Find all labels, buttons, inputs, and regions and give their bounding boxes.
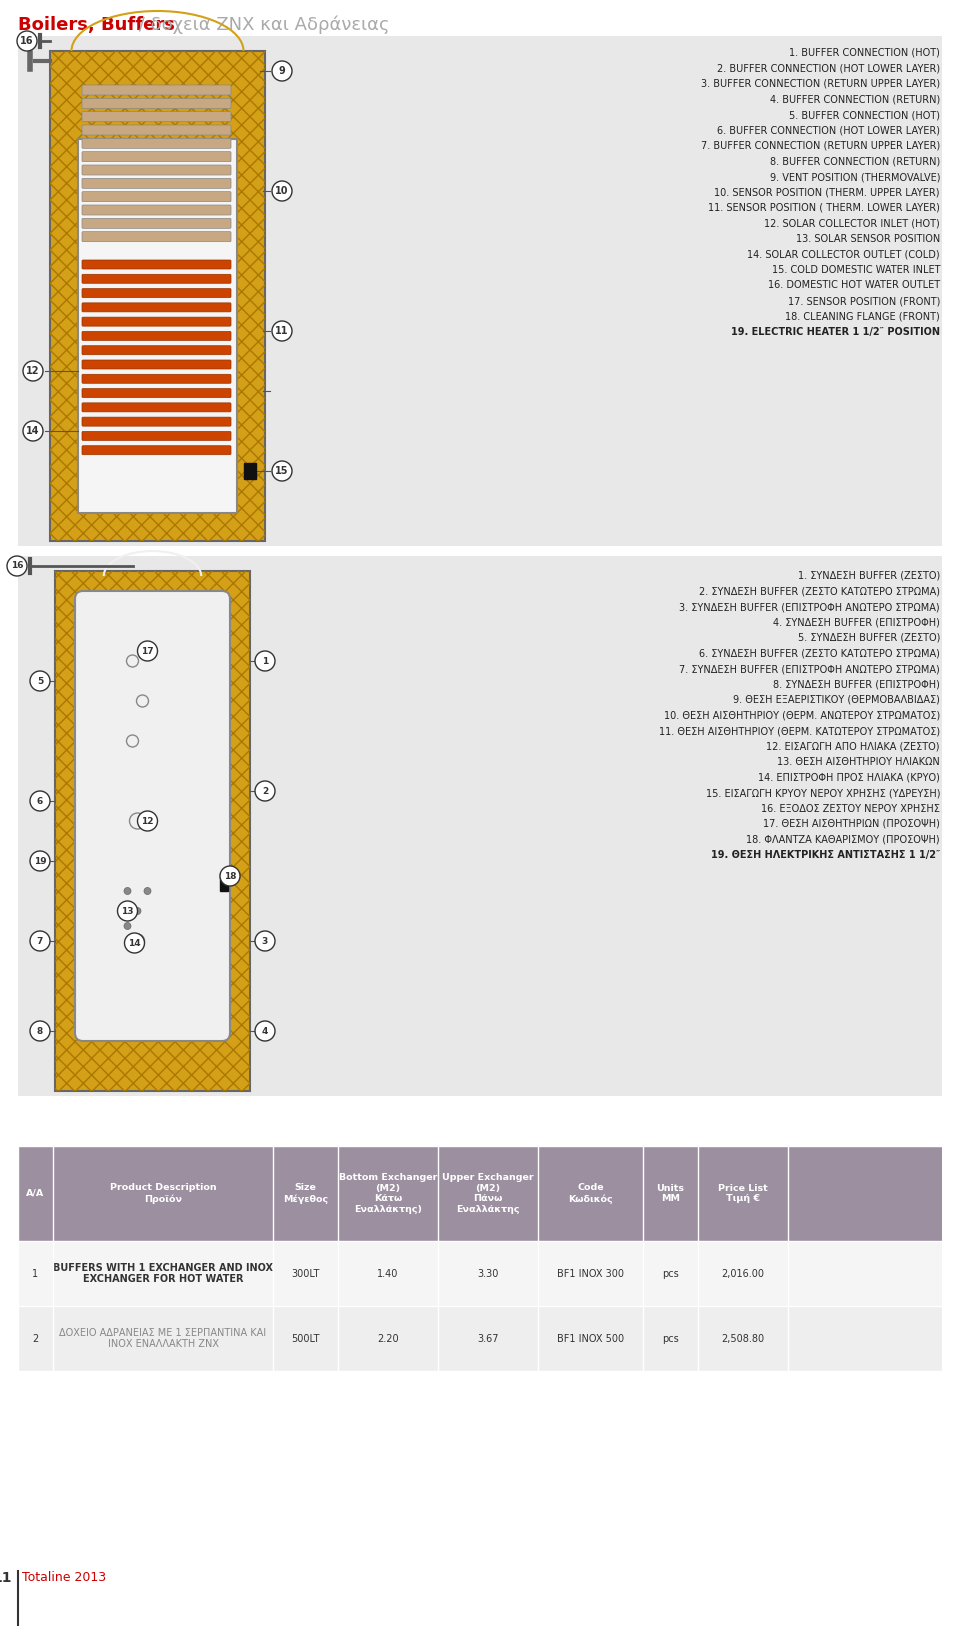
Text: 4. BUFFER CONNECTION (RETURN): 4. BUFFER CONNECTION (RETURN) (770, 94, 940, 104)
FancyBboxPatch shape (82, 403, 231, 411)
FancyBboxPatch shape (82, 389, 231, 398)
Text: 3.30: 3.30 (477, 1268, 498, 1278)
Text: A/A: A/A (26, 1189, 44, 1198)
Text: 12. SOLAR COLLECTOR INLET (HOT): 12. SOLAR COLLECTOR INLET (HOT) (764, 218, 940, 229)
Text: 6. BUFFER CONNECTION (HOT LOWER LAYER): 6. BUFFER CONNECTION (HOT LOWER LAYER) (717, 125, 940, 135)
Text: 6: 6 (36, 797, 43, 805)
FancyBboxPatch shape (82, 151, 231, 161)
Text: 7. BUFFER CONNECTION (RETURN UPPER LAYER): 7. BUFFER CONNECTION (RETURN UPPER LAYER… (701, 141, 940, 151)
Text: 4: 4 (262, 1026, 268, 1036)
Text: 16: 16 (11, 561, 23, 571)
FancyBboxPatch shape (82, 332, 231, 340)
FancyBboxPatch shape (82, 125, 231, 135)
FancyBboxPatch shape (82, 346, 231, 354)
Text: 3: 3 (262, 937, 268, 945)
Text: 3.67: 3.67 (477, 1333, 499, 1343)
Circle shape (255, 1021, 275, 1041)
Text: 16. ΕΞΟΔΟΣ ΖΕΣΤΟΥ ΝΕΡΟΥ ΧΡΗΣΗΣ: 16. ΕΞΟΔΟΣ ΖΕΣΤΟΥ ΝΕΡΟΥ ΧΡΗΣΗΣ (761, 803, 940, 813)
FancyBboxPatch shape (82, 317, 231, 327)
FancyBboxPatch shape (82, 302, 231, 312)
Circle shape (272, 180, 292, 202)
Circle shape (255, 932, 275, 951)
Text: 15. COLD DOMESTIC WATER INLET: 15. COLD DOMESTIC WATER INLET (772, 265, 940, 275)
Text: BF1 INOX 500: BF1 INOX 500 (557, 1333, 624, 1343)
FancyBboxPatch shape (82, 374, 231, 384)
FancyBboxPatch shape (82, 112, 231, 122)
FancyBboxPatch shape (78, 138, 237, 512)
Text: 1. BUFFER CONNECTION (HOT): 1. BUFFER CONNECTION (HOT) (789, 49, 940, 59)
Text: 19. ΘΕΣΗ ΗΛΕΚΤΡΙΚΗΣ ΑΝΤΙΣΤΑΣΗΣ 1 1/2″: 19. ΘΕΣΗ ΗΛΕΚΤΡΙΚΗΣ ΑΝΤΙΣΤΑΣΗΣ 1 1/2″ (710, 850, 940, 860)
Text: 2: 2 (33, 1333, 38, 1343)
Text: 13: 13 (121, 907, 133, 915)
Text: BUFFERS WITH 1 EXCHANGER AND INOX
EXCHANGER FOR HOT WATER: BUFFERS WITH 1 EXCHANGER AND INOX EXCHAN… (53, 1263, 273, 1285)
Text: 500LT: 500LT (291, 1333, 320, 1343)
FancyBboxPatch shape (82, 260, 231, 268)
FancyBboxPatch shape (82, 359, 231, 369)
FancyBboxPatch shape (55, 571, 250, 1091)
Circle shape (125, 933, 145, 953)
Circle shape (255, 780, 275, 802)
Text: 1. ΣΥΝΔΕΣΗ BUFFER (ΖΕΣΤΟ): 1. ΣΥΝΔΕΣΗ BUFFER (ΖΕΣΤΟ) (798, 571, 940, 580)
Text: 3. BUFFER CONNECTION (RETURN UPPER LAYER): 3. BUFFER CONNECTION (RETURN UPPER LAYER… (701, 80, 940, 89)
Text: 2: 2 (262, 787, 268, 795)
Text: 2,016.00: 2,016.00 (722, 1268, 764, 1278)
Circle shape (134, 907, 141, 914)
FancyBboxPatch shape (82, 288, 231, 298)
Text: 1.40: 1.40 (377, 1268, 398, 1278)
Text: 7. ΣΥΝΔΕΣΗ BUFFER (ΕΠΙΣΤΡΟΦΗ ΑΝΩΤΕΡΟ ΣΤΡΩΜΑ): 7. ΣΥΝΔΕΣΗ BUFFER (ΕΠΙΣΤΡΟΦΗ ΑΝΩΤΕΡΟ ΣΤΡ… (680, 663, 940, 675)
Circle shape (124, 922, 131, 930)
FancyBboxPatch shape (18, 1241, 942, 1306)
Text: 10: 10 (276, 185, 289, 197)
FancyBboxPatch shape (18, 556, 942, 1096)
Text: BF1 INOX 300: BF1 INOX 300 (557, 1268, 624, 1278)
FancyBboxPatch shape (82, 218, 231, 228)
Text: 3. ΣΥΝΔΕΣΗ BUFFER (ΕΠΙΣΤΡΟΦΗ ΑΝΩΤΕΡΟ ΣΤΡΩΜΑ): 3. ΣΥΝΔΕΣΗ BUFFER (ΕΠΙΣΤΡΟΦΗ ΑΝΩΤΕΡΟ ΣΤΡ… (680, 602, 940, 611)
Circle shape (272, 62, 292, 81)
Circle shape (30, 932, 50, 951)
Text: 17: 17 (141, 647, 154, 655)
FancyBboxPatch shape (75, 590, 230, 1041)
Text: Upper Exchanger
(M2)
Πάνω
Εναλλάκτης: Upper Exchanger (M2) Πάνω Εναλλάκτης (443, 1174, 534, 1213)
Text: Bottom Exchanger
(M2)
Κάτω
Εναλλάκτης): Bottom Exchanger (M2) Κάτω Εναλλάκτης) (339, 1174, 437, 1213)
Circle shape (117, 901, 137, 920)
Circle shape (137, 641, 157, 662)
Text: 5. ΣΥΝΔΕΣΗ BUFFER (ΖΕΣΤΟ): 5. ΣΥΝΔΕΣΗ BUFFER (ΖΕΣΤΟ) (798, 633, 940, 642)
Circle shape (220, 867, 240, 886)
Text: 9. VENT POSITION (THERMOVALVE): 9. VENT POSITION (THERMOVALVE) (770, 172, 940, 182)
Text: Product Description
Προϊόν: Product Description Προϊόν (109, 1184, 216, 1203)
Text: 300LT: 300LT (291, 1268, 320, 1278)
Text: 18. CLEANING FLANGE (FRONT): 18. CLEANING FLANGE (FRONT) (785, 312, 940, 322)
Text: 19. ELECTRIC HEATER 1 1/2″ POSITION: 19. ELECTRIC HEATER 1 1/2″ POSITION (731, 327, 940, 337)
Text: 2. ΣΥΝΔΕΣΗ BUFFER (ΖΕΣΤΟ ΚΑΤΩΤΕΡΟ ΣΤΡΩΜΑ): 2. ΣΥΝΔΕΣΗ BUFFER (ΖΕΣΤΟ ΚΑΤΩΤΕΡΟ ΣΤΡΩΜΑ… (699, 587, 940, 597)
Circle shape (30, 790, 50, 811)
Text: 13. SOLAR SENSOR POSITION: 13. SOLAR SENSOR POSITION (796, 234, 940, 244)
Text: 11. ΘΕΣΗ ΑΙΣΘΗΤΗΡΙΟΥ (ΘΕΡΜ. ΚΑΤΩΤΕΡΟΥ ΣΤΡΩΜΑΤΟΣ): 11. ΘΕΣΗ ΑΙΣΘΗΤΗΡΙΟΥ (ΘΕΡΜ. ΚΑΤΩΤΕΡΟΥ ΣΤ… (659, 725, 940, 737)
FancyBboxPatch shape (82, 275, 231, 283)
FancyBboxPatch shape (18, 1146, 942, 1241)
Circle shape (255, 650, 275, 672)
Text: 8. BUFFER CONNECTION (RETURN): 8. BUFFER CONNECTION (RETURN) (770, 156, 940, 166)
FancyBboxPatch shape (82, 231, 231, 242)
Text: pcs: pcs (662, 1333, 679, 1343)
Text: 7: 7 (36, 937, 43, 945)
Circle shape (30, 672, 50, 691)
Circle shape (124, 888, 131, 894)
Text: Price List
Τιμή €: Price List Τιμή € (718, 1184, 768, 1203)
FancyBboxPatch shape (82, 418, 231, 426)
Text: 16: 16 (20, 36, 34, 46)
Text: 12. ΕΙΣΑΓΩΓΗ ΑΠΟ ΗΛΙΑΚΑ (ΖΕΣΤΟ): 12. ΕΙΣΑΓΩΓΗ ΑΠΟ ΗΛΙΑΚΑ (ΖΕΣΤΟ) (766, 741, 940, 751)
Text: 11: 11 (0, 1571, 12, 1585)
Text: 18. ΦΛΑΝΤΖΑ ΚΑΘΑΡΙΣΜΟΥ (ΠΡΟΣΟΨΗ): 18. ΦΛΑΝΤΖΑ ΚΑΘΑΡΙΣΜΟΥ (ΠΡΟΣΟΨΗ) (746, 834, 940, 844)
FancyBboxPatch shape (82, 205, 231, 215)
FancyBboxPatch shape (82, 164, 231, 176)
Text: 2.20: 2.20 (377, 1333, 398, 1343)
FancyBboxPatch shape (244, 463, 256, 480)
Text: pcs: pcs (662, 1268, 679, 1278)
Circle shape (23, 361, 43, 380)
Text: 19: 19 (34, 857, 46, 865)
Text: 11: 11 (276, 325, 289, 337)
Text: 14: 14 (129, 938, 141, 948)
Text: 18: 18 (224, 872, 236, 881)
Circle shape (272, 462, 292, 481)
Text: 14. SOLAR COLLECTOR OUTLET (COLD): 14. SOLAR COLLECTOR OUTLET (COLD) (748, 249, 940, 260)
